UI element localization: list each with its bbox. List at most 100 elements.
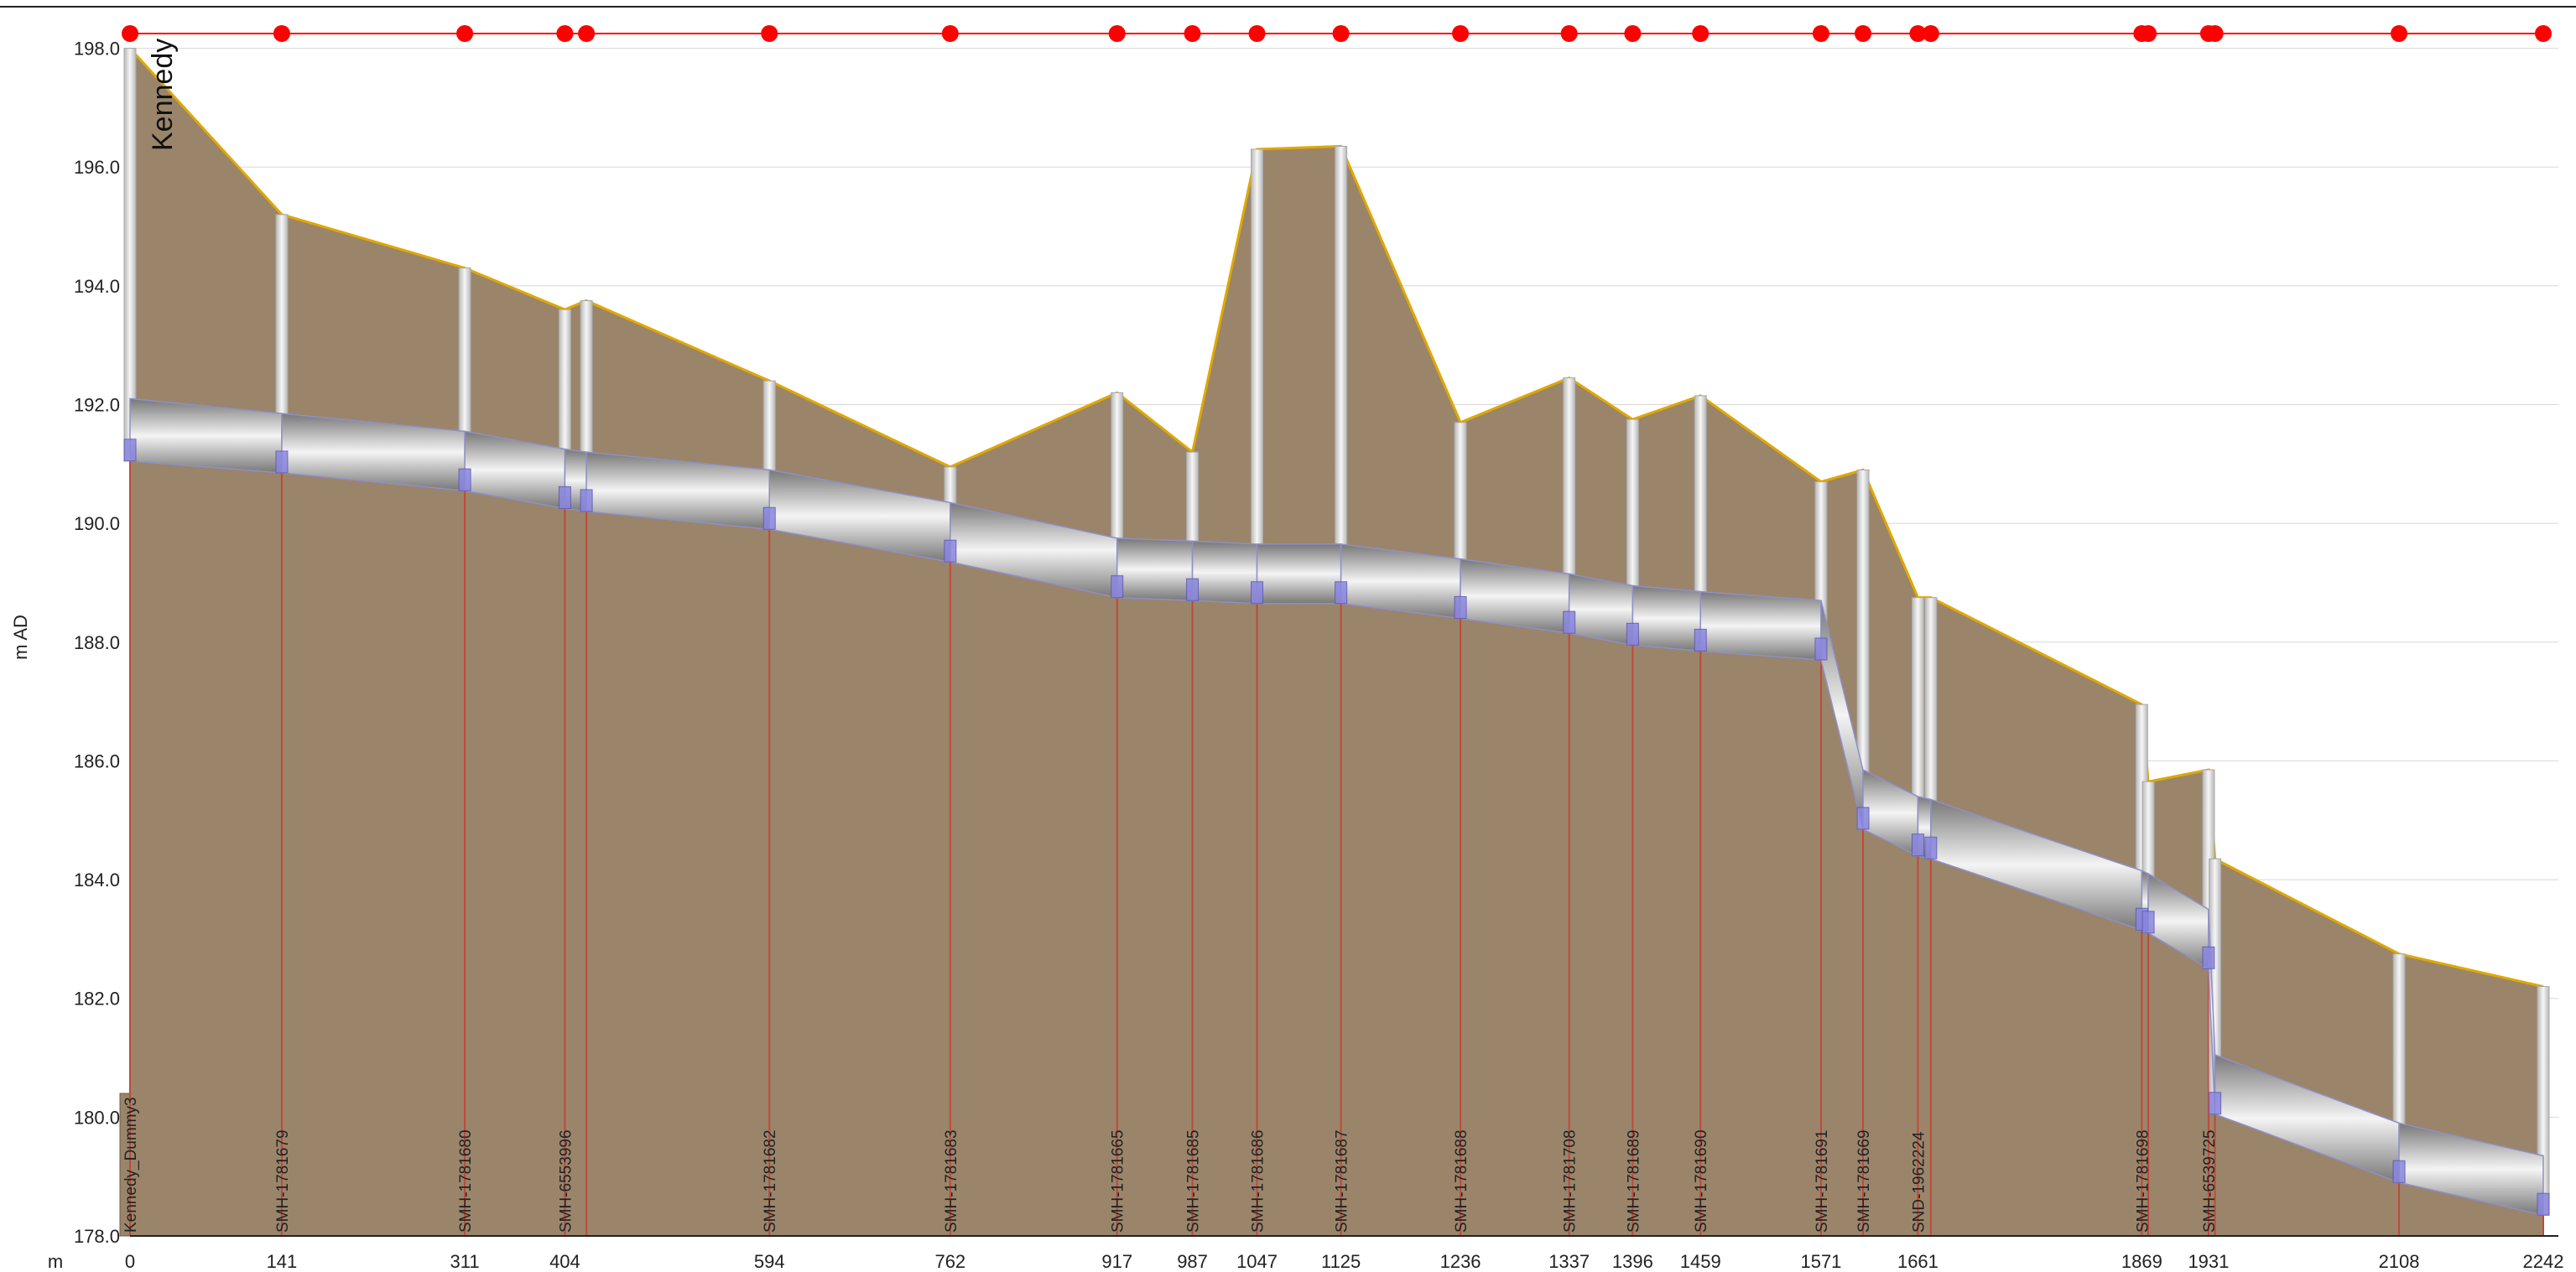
pipe-segment bbox=[1116, 537, 1194, 601]
drop-lines bbox=[129, 460, 2544, 1236]
x-tick-label: 917 bbox=[1101, 1251, 1132, 1272]
invert-marker bbox=[1924, 836, 1938, 859]
x-tick-label: 987 bbox=[1177, 1251, 1208, 1272]
node-dot bbox=[2206, 25, 2224, 42]
node-label: SMH-6539725 bbox=[2201, 1129, 2219, 1233]
y-tick-label: 198.0 bbox=[74, 39, 120, 60]
node-label: SMH-1781686 bbox=[1250, 1129, 1267, 1233]
node-dot bbox=[1922, 25, 1939, 42]
invert-marker bbox=[2202, 946, 2215, 969]
x-tick-label: 141 bbox=[267, 1251, 298, 1272]
y-tick-label: 180.0 bbox=[74, 1107, 120, 1128]
x-tick-label: 1396 bbox=[1612, 1251, 1653, 1272]
pipe-segment bbox=[1191, 540, 1258, 605]
pipe-segment bbox=[1568, 573, 1634, 646]
invert-marker bbox=[1251, 581, 1264, 605]
x-tick-label: 1337 bbox=[1548, 1251, 1590, 1272]
pipe-segment bbox=[1631, 584, 1701, 652]
node-label: SMH-1781708 bbox=[1562, 1129, 1579, 1233]
x-tick-label: 1931 bbox=[2188, 1251, 2229, 1272]
node-dot bbox=[1909, 25, 1927, 42]
node-dot bbox=[2391, 25, 2408, 42]
invert-marker bbox=[1335, 581, 1348, 605]
invert-marker bbox=[1694, 628, 1707, 652]
node-dot bbox=[941, 25, 959, 42]
y-tick-label: 188.0 bbox=[74, 632, 120, 653]
node-label: SMH-1781669 bbox=[1855, 1129, 1873, 1233]
node-label: SMH-1781685 bbox=[1185, 1129, 1203, 1233]
y-tick-label: 184.0 bbox=[74, 870, 120, 890]
node-label: SMH-1781683 bbox=[943, 1129, 960, 1233]
x-axis-unit: m bbox=[48, 1251, 63, 1272]
x-axis-ticks: 0 141 311 404 594 762 917 987 1047 1125 1236 1337 13… bbox=[125, 1251, 2564, 1272]
node-dot bbox=[1452, 25, 1470, 42]
invert-marker bbox=[762, 506, 776, 530]
node-labels: Kennedy_Dummy3 SMH-1781679 SMH-1781680 SMH-… bbox=[122, 1097, 2219, 1233]
pipes bbox=[129, 397, 2544, 1217]
y-tick-label: 194.0 bbox=[74, 276, 120, 297]
node-dot bbox=[556, 25, 574, 42]
invert-marker bbox=[1563, 610, 1576, 634]
x-tick-label: 404 bbox=[549, 1251, 580, 1272]
node-label: Kennedy_Dummy3 bbox=[122, 1097, 140, 1233]
invert-marker bbox=[2141, 911, 2155, 934]
invert-marker bbox=[944, 539, 957, 563]
node-dot bbox=[1184, 25, 1201, 42]
node-label: SND-1962224 bbox=[1910, 1131, 1928, 1233]
invert-marker bbox=[580, 489, 593, 512]
node-dot bbox=[1332, 25, 1350, 42]
node-dot bbox=[456, 25, 474, 42]
x-tick-label: 1571 bbox=[1800, 1251, 1841, 1272]
node-dot bbox=[1812, 25, 1829, 42]
node-label: SMH-1781688 bbox=[1453, 1129, 1470, 1233]
node-dot bbox=[273, 25, 290, 42]
x-tick-label: 2108 bbox=[2379, 1251, 2420, 1272]
invert-marker bbox=[1626, 622, 1639, 646]
node-label: SMH-1781679 bbox=[274, 1129, 292, 1233]
x-tick-label: 762 bbox=[934, 1251, 965, 1272]
x-tick-label: 1869 bbox=[2121, 1251, 2162, 1272]
invert-marker bbox=[558, 485, 571, 509]
invert-marker bbox=[1111, 575, 1124, 599]
node-label: SMH-1781682 bbox=[762, 1129, 779, 1233]
node-label: SMH-1781689 bbox=[1625, 1129, 1642, 1233]
node-dot bbox=[2535, 25, 2552, 42]
node-dot bbox=[1624, 25, 1642, 42]
ground-fill bbox=[130, 48, 2543, 1237]
invert-marker bbox=[1454, 595, 1467, 619]
y-tick-label: 182.0 bbox=[74, 989, 120, 1010]
invert-marker bbox=[1911, 833, 1924, 857]
invert-marker bbox=[2537, 1192, 2550, 1216]
invert-markers bbox=[123, 439, 2550, 1216]
manhole-shaft bbox=[1335, 145, 1348, 605]
invert-marker bbox=[2392, 1160, 2406, 1183]
node-dot bbox=[122, 25, 138, 42]
y-axis-label: m AD bbox=[10, 615, 31, 660]
invert-marker bbox=[458, 468, 471, 491]
invert-marker bbox=[1186, 578, 1200, 601]
x-tick-label: 1661 bbox=[1897, 1251, 1939, 1272]
y-tick-label: 196.0 bbox=[74, 157, 120, 178]
x-tick-label: 1125 bbox=[1321, 1251, 1361, 1272]
x-tick-label: 311 bbox=[450, 1251, 480, 1272]
y-tick-label: 190.0 bbox=[74, 513, 120, 534]
invert-marker bbox=[2209, 1092, 2222, 1115]
node-dot bbox=[1692, 25, 1710, 42]
node-dot bbox=[1108, 25, 1126, 42]
pipe-segment bbox=[1699, 590, 1822, 661]
node-label: SMH-6553996 bbox=[557, 1129, 575, 1233]
node-dot bbox=[761, 25, 778, 42]
invert-marker bbox=[275, 450, 289, 474]
node-dot bbox=[1854, 25, 1871, 42]
invert-marker bbox=[1814, 637, 1828, 661]
manhole-shaft bbox=[1251, 148, 1264, 605]
x-tick-label: 1236 bbox=[1440, 1251, 1481, 1272]
y-tick-label: 178.0 bbox=[74, 1226, 120, 1247]
x-tick-label: 1459 bbox=[1680, 1251, 1721, 1272]
y-axis-ticks: 178.0 180.0 182.0 184.0 186.0 188.0 190.0 192.0… bbox=[74, 39, 120, 1247]
pipe-segment bbox=[1256, 543, 1342, 605]
x-tick-label: 1047 bbox=[1236, 1251, 1278, 1272]
node-dot bbox=[578, 25, 596, 42]
y-tick-label: 186.0 bbox=[74, 750, 120, 771]
